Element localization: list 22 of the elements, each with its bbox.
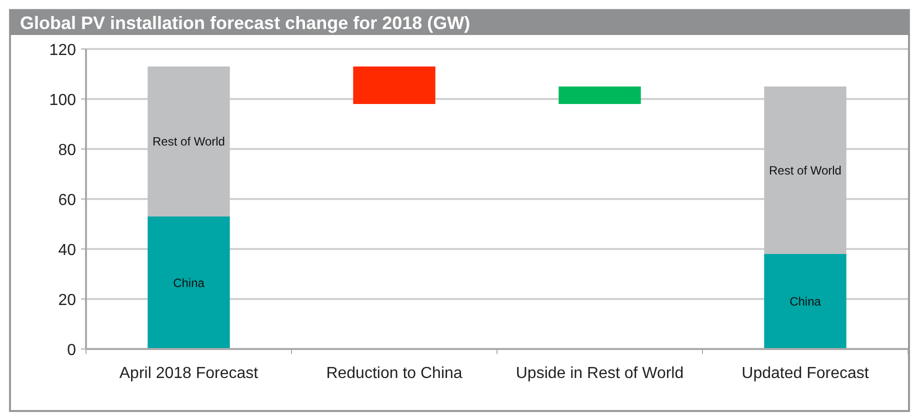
bar: [353, 66, 436, 104]
y-tick-label: 20: [58, 292, 76, 309]
bar: [764, 254, 846, 349]
bar: [764, 86, 846, 254]
bar: [558, 86, 641, 104]
chart-title: Global PV installation forecast change for 2018 (GW): [20, 13, 470, 33]
y-tick-label: 0: [67, 342, 76, 359]
x-tick-label: Updated Forecast: [742, 365, 870, 382]
x-tick-label: April 2018 Forecast: [119, 365, 259, 382]
x-tick-label: Upside in Rest of World: [516, 365, 684, 382]
y-tick-label: 100: [49, 92, 76, 109]
x-tick-label: Reduction to China: [326, 365, 462, 382]
y-tick-label: 60: [58, 192, 76, 209]
series-label: Rest of World: [152, 134, 225, 148]
y-tick-label: 80: [58, 142, 76, 159]
text: China: [790, 294, 821, 308]
bar: [148, 66, 230, 216]
y-tick-label: 40: [58, 242, 76, 259]
series-label: China: [173, 276, 205, 290]
bar: [148, 216, 230, 349]
y-tick-label: 120: [49, 42, 76, 59]
text: Rest of World: [769, 163, 842, 178]
